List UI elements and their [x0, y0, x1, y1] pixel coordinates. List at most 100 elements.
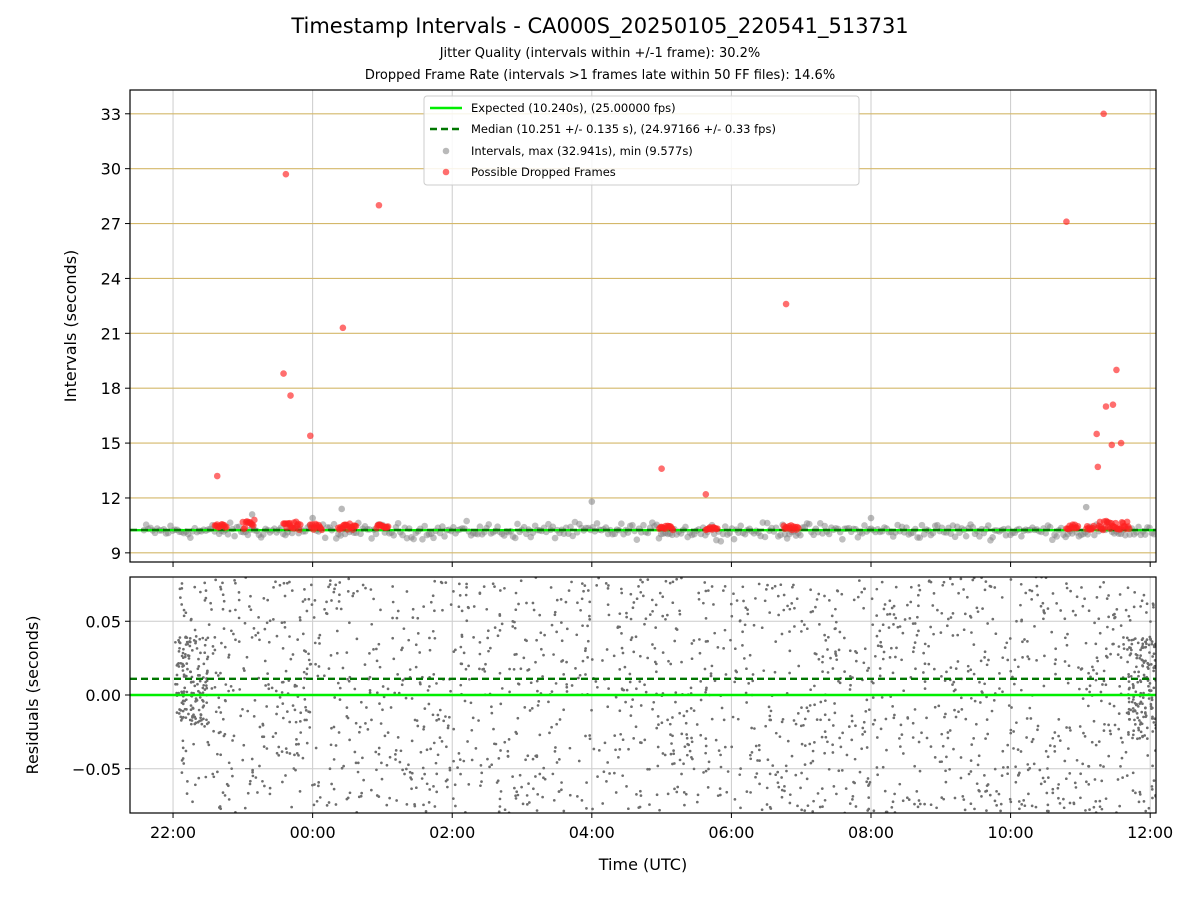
residual-point: [584, 673, 587, 676]
residual-point: [514, 730, 518, 734]
residual-point: [779, 583, 783, 587]
residual-point: [875, 614, 879, 617]
residual-point: [1044, 749, 1048, 753]
residual-point: [1026, 768, 1030, 772]
residual-point: [908, 616, 912, 620]
residual-point: [591, 807, 594, 811]
residual-point: [180, 582, 184, 585]
residual-point: [396, 673, 399, 676]
residual-point: [678, 758, 682, 762]
residual-point: [523, 706, 527, 709]
residual-point: [835, 792, 838, 796]
residual-point: [254, 633, 258, 637]
residual-point: [493, 626, 497, 629]
residual-point: [1009, 800, 1013, 804]
residual-point: [1130, 638, 1133, 642]
residual-point: [378, 665, 382, 669]
residual-point: [1144, 645, 1148, 649]
residual-point: [313, 599, 317, 602]
residual-point: [1151, 764, 1154, 768]
residual-point: [912, 646, 916, 649]
residual-point: [634, 725, 638, 729]
residual-point: [568, 793, 572, 797]
residual-point: [595, 584, 599, 587]
residual-point: [731, 715, 735, 719]
residual-point: [538, 613, 542, 617]
residual-point: [1152, 686, 1156, 690]
residual-point: [305, 667, 309, 671]
residual-point: [535, 809, 539, 812]
residual-point: [1018, 807, 1021, 811]
residual-point: [1133, 718, 1136, 722]
residual-point: [758, 782, 761, 786]
residual-point: [210, 687, 214, 690]
residual-point: [1136, 705, 1140, 708]
residual-point: [196, 682, 199, 686]
residual-point: [377, 795, 381, 798]
residual-point: [946, 731, 950, 734]
residual-point: [499, 702, 503, 706]
residual-point: [372, 597, 375, 601]
residual-point: [837, 769, 841, 773]
residual-point: [304, 705, 307, 709]
residual-point: [181, 757, 185, 760]
residual-point: [703, 667, 707, 671]
residual-point: [490, 705, 493, 709]
residual-point: [811, 759, 815, 763]
residual-point: [522, 656, 526, 660]
residual-point: [1026, 655, 1030, 658]
residual-point: [952, 680, 956, 684]
residual-point: [909, 585, 913, 589]
residual-point: [750, 726, 753, 730]
residual-point: [411, 616, 415, 619]
residual-point: [671, 580, 675, 584]
residual-point: [1151, 796, 1154, 800]
residual-point: [780, 720, 784, 724]
residual-point: [838, 630, 842, 634]
residual-point: [419, 682, 422, 686]
residual-point: [340, 766, 344, 770]
residual-point: [1053, 731, 1057, 734]
residual-point: [867, 784, 870, 788]
residual-point: [227, 653, 231, 657]
residual-point: [328, 767, 332, 771]
residual-point: [586, 656, 589, 659]
residual-point: [405, 803, 409, 806]
residual-point: [592, 747, 596, 751]
residual-point: [551, 772, 555, 776]
residual-point: [1009, 669, 1013, 673]
residual-point: [1099, 764, 1102, 767]
dropped-frame-point: [352, 522, 360, 530]
residual-point: [854, 650, 857, 653]
residual-point: [990, 709, 994, 713]
residual-point: [666, 792, 670, 796]
residual-point: [1152, 645, 1156, 649]
residual-point: [588, 600, 592, 604]
bottom-y-tick-label: 0.00: [85, 686, 121, 705]
residual-point: [658, 591, 662, 595]
residual-point: [861, 733, 864, 736]
residual-point: [281, 780, 284, 784]
residual-point: [275, 634, 279, 638]
residual-point: [704, 769, 708, 773]
residual-point: [539, 631, 543, 635]
residual-point: [1062, 806, 1066, 810]
residual-point: [784, 764, 788, 768]
residual-point: [478, 592, 482, 595]
residual-point: [597, 748, 601, 752]
residual-point: [488, 765, 491, 769]
residual-point: [553, 613, 557, 617]
residual-point: [365, 706, 368, 709]
residual-point: [205, 686, 209, 690]
residual-point: [666, 613, 669, 617]
residual-point: [620, 631, 623, 635]
residual-point: [882, 607, 886, 611]
residual-point: [745, 667, 748, 671]
residual-point: [952, 747, 955, 751]
residual-point: [317, 636, 321, 640]
residual-point: [729, 638, 732, 642]
legend-expected-label: Expected (10.240s), (25.00000 fps): [471, 101, 676, 115]
residual-point: [1131, 707, 1135, 710]
residual-point: [393, 691, 397, 695]
residual-point: [517, 682, 521, 686]
